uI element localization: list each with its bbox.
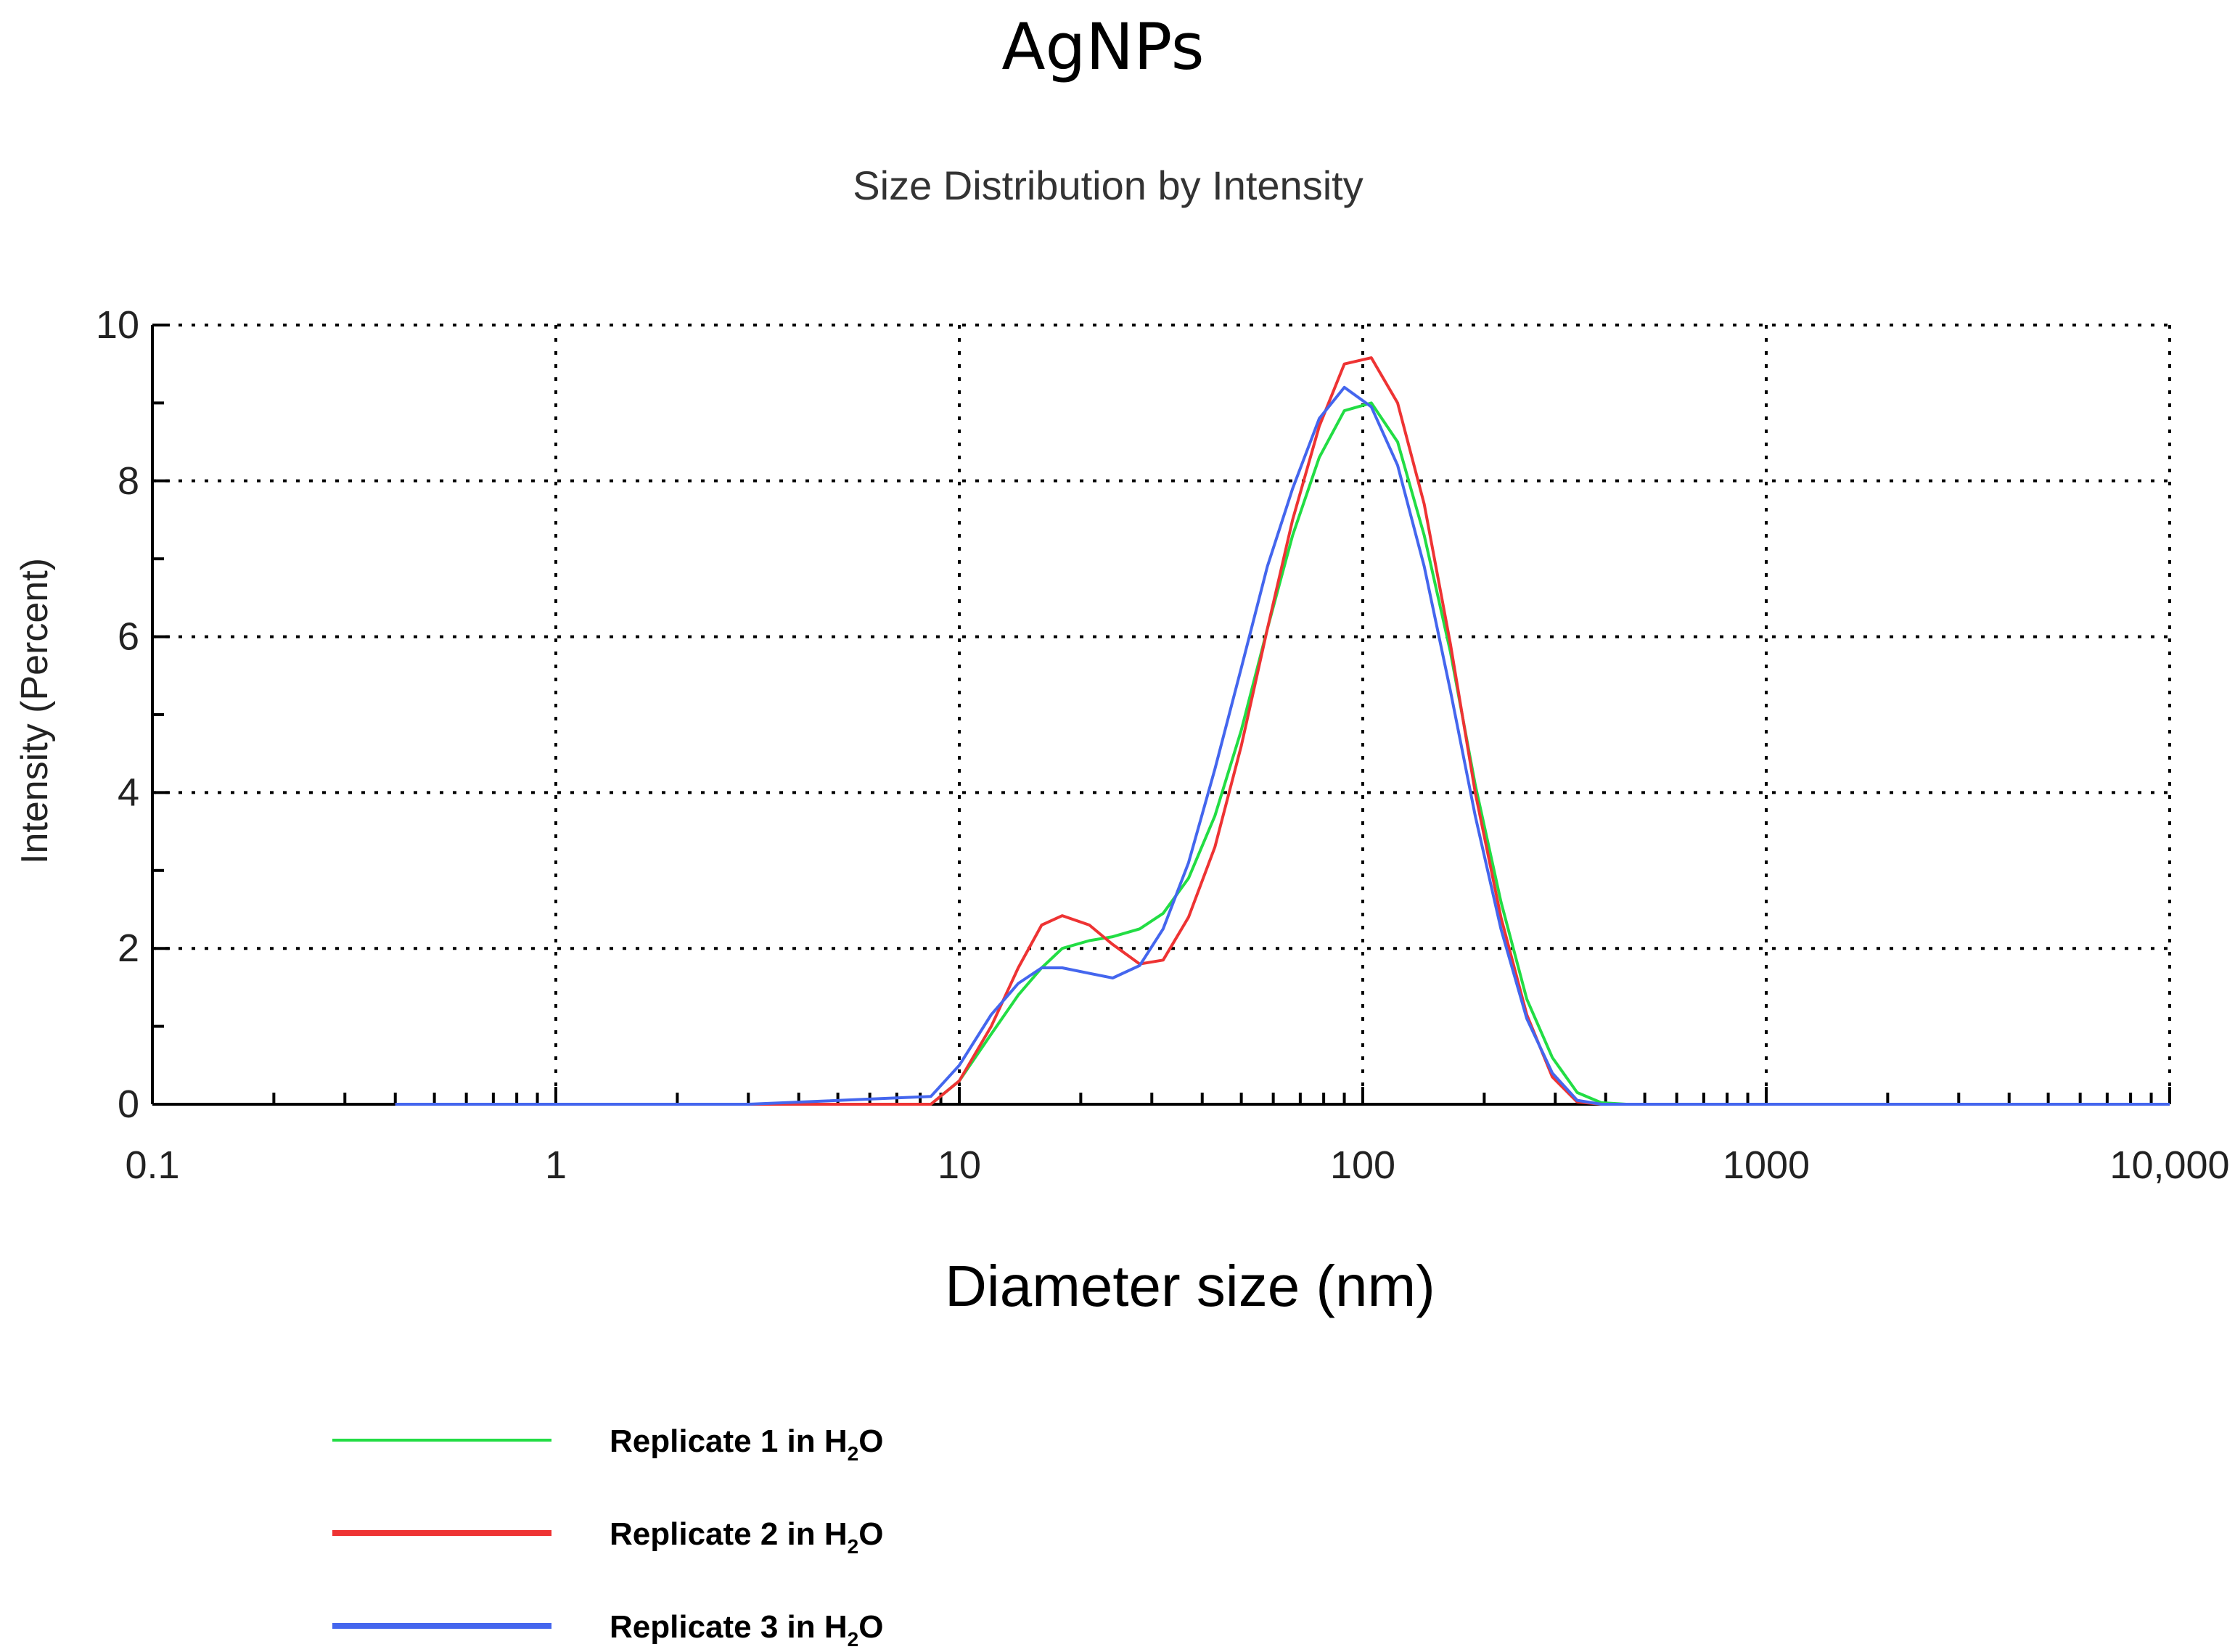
- y-tick-label: 2: [118, 926, 139, 970]
- x-tick-label: 1: [545, 1143, 567, 1187]
- chart-subtitle: Size Distribution by Intensity: [853, 163, 1363, 208]
- x-tick-label: 100: [1330, 1143, 1395, 1187]
- y-tick-label: 6: [118, 615, 139, 659]
- x-tick-label: 10: [938, 1143, 981, 1187]
- y-tick-label: 4: [118, 770, 139, 814]
- legend-label: Replicate 1 in H2O: [610, 1423, 883, 1465]
- tick-labels: 0.1 1 10 100 1000 10,000 0 2 4 6 8 10: [96, 303, 2230, 1187]
- chart-title: AgNPs: [1001, 9, 1204, 84]
- series-line-replicate-1: [395, 401, 2170, 1106]
- legend-label: Replicate 2 in H2O: [610, 1516, 883, 1558]
- series-line-replicate-2: [395, 356, 2170, 1106]
- series-line-replicate-3: [395, 385, 2170, 1106]
- y-axis-title: Intensity (Percent): [14, 558, 56, 864]
- legend-label: Replicate 3 in H2O: [610, 1609, 883, 1651]
- grid-lines: [152, 324, 2171, 1104]
- axis-ticks: [151, 324, 2171, 1106]
- x-tick-label: 0.1: [125, 1143, 179, 1187]
- y-tick-label: 8: [118, 459, 139, 503]
- axes: [151, 325, 2170, 1106]
- x-tick-label: 10,000: [2109, 1143, 2229, 1187]
- legend-item-replicate-3: Replicate 3 in H2O: [332, 1609, 883, 1651]
- x-axis-title: Diameter size (nm): [945, 1254, 1435, 1318]
- legend-item-replicate-1: Replicate 1 in H2O: [332, 1423, 883, 1465]
- legend: Replicate 1 in H2O Replicate 2 in H2O Repl…: [332, 1423, 883, 1651]
- data-series: [395, 356, 2170, 1106]
- y-tick-label: 0: [118, 1082, 139, 1126]
- x-tick-label: 1000: [1723, 1143, 1810, 1187]
- legend-item-replicate-2: Replicate 2 in H2O: [332, 1516, 883, 1558]
- y-tick-label: 10: [96, 303, 139, 347]
